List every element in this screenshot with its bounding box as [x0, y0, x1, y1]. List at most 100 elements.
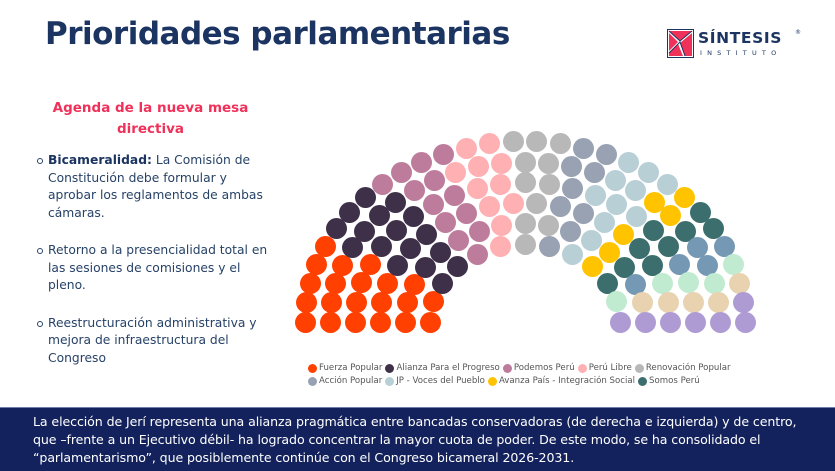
- seat-dot: [320, 292, 342, 314]
- seat-dot: [344, 311, 366, 333]
- seat-dot: [386, 220, 408, 242]
- seat-dot: [674, 220, 696, 242]
- seat-dot: [429, 241, 451, 263]
- seat-dot: [585, 184, 607, 206]
- legend-label: Renovación Popular: [645, 363, 731, 373]
- legend-color-dot-icon: [634, 364, 644, 373]
- seat-dot: [319, 311, 341, 333]
- seat-dot: [526, 131, 548, 153]
- seat-dot: [660, 205, 682, 227]
- seat-dot: [490, 152, 512, 174]
- seat-dot: [403, 273, 425, 295]
- seat-dot: [467, 244, 488, 266]
- legend-item: Fuerza Popular: [308, 362, 382, 375]
- logo-name: SÍNTESIS: [698, 29, 782, 47]
- agenda-item-bold: Bicameralidad:: [48, 153, 152, 167]
- seat-dot: [346, 291, 368, 313]
- seat-dot: [502, 131, 524, 153]
- seat-dot: [443, 184, 465, 206]
- seat-dot: [612, 224, 634, 246]
- seat-dot: [634, 311, 656, 333]
- legend-color-dot-icon: [385, 377, 395, 386]
- seat-dot: [599, 241, 621, 263]
- seat-dot: [651, 272, 673, 294]
- seat-dot: [433, 143, 455, 165]
- seat-dot: [573, 137, 595, 159]
- seat-dot: [714, 235, 736, 257]
- seat-dot: [314, 235, 336, 257]
- legend-color-dot-icon: [308, 377, 317, 386]
- seat-dot: [625, 179, 647, 201]
- seat-dot: [414, 256, 436, 278]
- page-title: Prioridades parlamentarias: [45, 16, 510, 52]
- seat-dot: [295, 291, 317, 313]
- legend-item: Renovación Popular: [634, 362, 731, 375]
- seat-dot: [422, 291, 444, 313]
- agenda-item-text: La Comisión de Constitución debe formula…: [48, 153, 263, 220]
- legend-item: Avanza País - Integración Social: [487, 375, 635, 388]
- seat-dot: [339, 202, 361, 224]
- legend-label: Podemos Perú: [513, 363, 575, 373]
- seat-dot: [455, 137, 477, 159]
- seat-dot: [625, 273, 647, 295]
- legend-color-dot-icon: [487, 377, 497, 386]
- seat-dot: [478, 196, 500, 218]
- legend-color-dot-icon: [577, 364, 587, 373]
- seat-dot: [416, 224, 438, 246]
- seat-dot: [385, 191, 407, 213]
- legend-row: Fuerza Popular Alianza Para el Progreso Po…: [308, 362, 748, 375]
- seat-dot: [369, 311, 391, 333]
- seat-dot: [637, 162, 659, 184]
- seat-dot: [539, 236, 561, 258]
- legend-row: Acción Popular JP - Voces del Pueblo Avanz…: [308, 375, 748, 388]
- seat-dot: [550, 133, 572, 155]
- seat-dot: [445, 161, 467, 183]
- seat-dot: [396, 292, 418, 314]
- legend-label: Acción Popular: [319, 376, 383, 386]
- seat-dot: [572, 202, 594, 224]
- seat-dot: [562, 244, 583, 266]
- seat-dot: [708, 292, 730, 314]
- seat-dot: [372, 174, 394, 195]
- agenda-item-text: Retorno a la presencialidad total en las…: [48, 243, 268, 292]
- seat-dot: [674, 187, 696, 209]
- parliament-hemicycle-chart: [294, 70, 756, 350]
- seat-dot: [617, 152, 639, 174]
- seat-dot: [659, 311, 681, 333]
- seat-dot: [537, 214, 559, 236]
- logo-subtitle: INSTITUTO: [700, 49, 782, 57]
- legend-color-dot-icon: [308, 364, 317, 373]
- seat-dot: [432, 272, 454, 294]
- seat-dot: [466, 177, 488, 199]
- seat-dot: [490, 173, 512, 195]
- seat-dot: [299, 272, 321, 294]
- legend-item: JP - Voces del Pueblo: [385, 375, 485, 388]
- circle-bullet-icon: [37, 248, 43, 254]
- legend-color-dot-icon: [638, 377, 648, 386]
- seat-dot: [614, 256, 636, 278]
- seat-dot: [403, 179, 425, 201]
- seat-dot: [325, 218, 347, 240]
- seat-dot: [687, 237, 709, 259]
- legend-label: Somos Perú: [649, 376, 700, 386]
- seat-dot: [514, 151, 536, 173]
- seat-dot: [703, 218, 724, 240]
- seat-dot: [581, 229, 603, 251]
- legend-item: Somos Perú: [638, 375, 700, 388]
- seat-dot: [447, 256, 469, 278]
- seat-dot: [684, 311, 706, 333]
- seat-dot: [734, 311, 756, 333]
- seat-dot: [609, 311, 631, 333]
- seat-dot: [729, 272, 751, 294]
- seat-dot: [351, 272, 373, 294]
- seat-dot: [306, 253, 328, 275]
- seat-dot: [605, 169, 627, 191]
- legend-label: Perú Libre: [588, 363, 632, 373]
- seat-dot: [526, 193, 548, 214]
- seat-dot: [489, 236, 511, 258]
- seat-dot: [368, 205, 390, 227]
- seat-dot: [514, 213, 536, 235]
- agenda-item-bicameralidad: Bicameralidad: La Comisión de Constituci…: [37, 152, 277, 222]
- seat-dot: [625, 206, 647, 228]
- seat-dot: [550, 196, 572, 218]
